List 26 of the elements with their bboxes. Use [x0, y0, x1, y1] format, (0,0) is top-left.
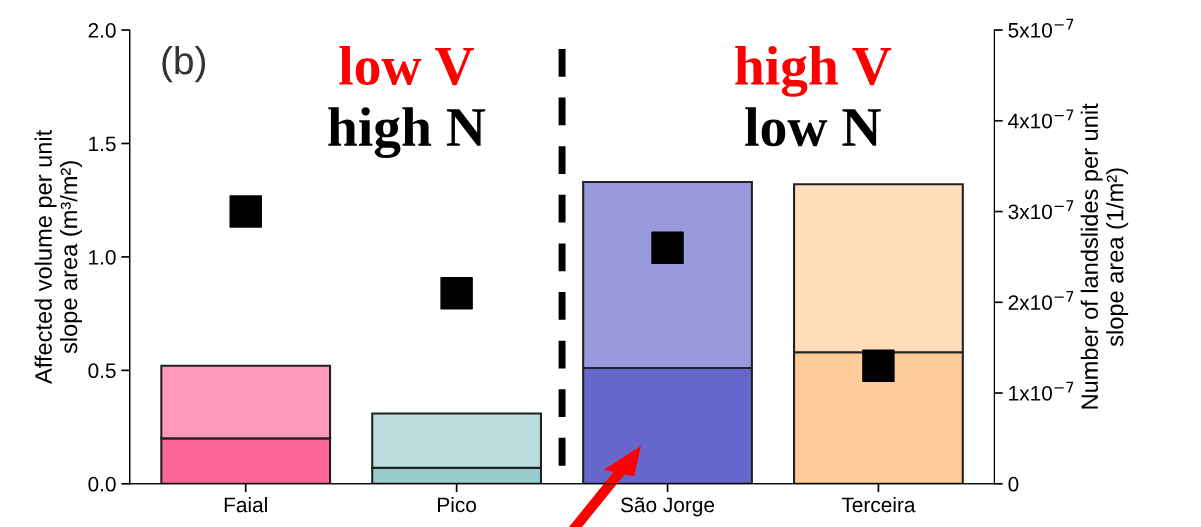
y-tick-label: 0.0	[88, 476, 116, 492]
y2-tick-label: 2x10$^{−7}$	[1008, 291, 1074, 310]
y-tick-label: 2.0	[88, 23, 116, 38]
annotation: low N	[745, 107, 881, 147]
y2-tick-label: 1x10$^{−7}$	[1009, 381, 1074, 401]
y2-tick-label: 0	[1008, 476, 1019, 492]
annotation: low V	[339, 45, 474, 86]
point	[862, 349, 895, 383]
annotation: high N	[328, 107, 486, 158]
annotation: high V	[735, 45, 892, 97]
point	[229, 195, 262, 228]
y2-tick-label: 3x10$^{−7}$	[1008, 200, 1074, 220]
annotation: (b)	[162, 45, 206, 83]
point	[440, 276, 473, 310]
y-tick-label: 0.5	[88, 363, 116, 379]
y-tick-label: 1.5	[89, 136, 116, 152]
x-tick-label: Terceira	[841, 496, 916, 513]
y2-tick-label: 4x10$^{−7}$	[1008, 109, 1074, 129]
x-tick-label: São Jorge	[620, 497, 715, 517]
point	[651, 231, 684, 265]
y2-axis-title: Number of landslides per unit slope area (1/m²)	[1080, 103, 1129, 409]
y-axis-title: Affected volume per unit slope area (m³/m²)	[34, 129, 82, 384]
x-tick-label: Faial	[224, 496, 267, 513]
y-tick-label: 1.0	[89, 249, 116, 265]
y2-tick-label: 5x10$^{−7}$	[1008, 18, 1074, 38]
x-tick-label: Pico	[438, 496, 476, 513]
